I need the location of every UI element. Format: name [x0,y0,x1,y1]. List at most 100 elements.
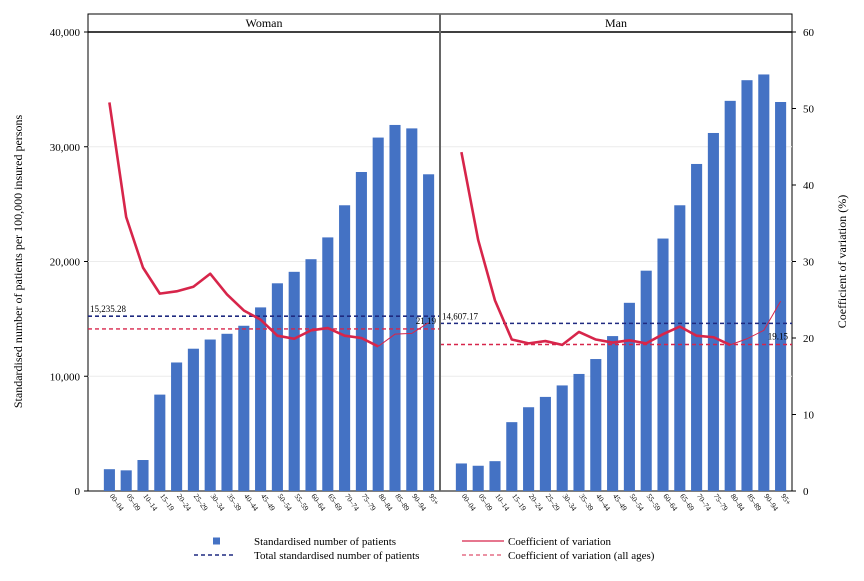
bar [288,271,300,491]
x-tick-label: 05–09 [477,492,495,513]
x-tick-label: 00–04 [460,492,478,513]
x-tick-label: 40–44 [242,492,260,513]
panel-title: Woman [245,16,282,30]
cv-all-ages-label: 21.19 [416,316,437,326]
bar [657,238,669,491]
legend-label: Standardised number of patients [254,536,396,548]
y-left-tick-label: 40,000 [50,27,81,39]
panel-title: Man [605,16,627,30]
x-tick-label: 05–09 [125,492,143,513]
bar [674,205,686,491]
y-right-title: Coefficient of variation (%) [835,195,849,328]
bar [339,205,351,491]
x-tick-label: 65–69 [678,492,696,513]
x-tick-label: 55–59 [645,492,663,513]
bar [691,163,703,491]
bar [523,407,535,491]
legend-label: Total standardised number of patients [254,550,419,562]
bar [171,362,183,491]
x-tick-label: 55–59 [293,492,311,513]
x-tick-label: 35–39 [577,492,595,513]
x-tick-label: 95+ [779,492,793,507]
x-tick-label: 30–34 [209,492,227,513]
x-tick-label: 45–49 [259,492,277,513]
bar [204,339,216,491]
bar [623,302,635,491]
bar [322,237,334,491]
bar [372,137,384,491]
bar [355,171,367,491]
bar [120,470,132,491]
x-tick-label: 80–84 [729,492,747,513]
x-tick-label: 15–19 [510,492,528,513]
legend-label: Coefficient of variation [508,536,612,548]
legend-label: Coefficient of variation (all ages) [508,550,655,562]
bar [724,100,736,491]
bar [640,270,652,491]
x-tick-label: 10–14 [141,492,159,513]
y-right-tick-label: 40 [803,180,815,192]
cv-line-tail [377,322,429,347]
cv-all-ages-label: 19.15 [768,332,789,342]
cv-line [460,151,731,347]
bar [607,336,619,491]
y-left-tick-label: 30,000 [50,142,81,154]
x-tick-label: 80–84 [377,492,395,513]
total-reference-label: 14,607.17 [442,311,479,321]
x-tick-label: 25–29 [544,492,562,513]
y-right-tick-label: 10 [803,410,815,422]
y-right-tick-label: 60 [803,27,815,39]
cv-line-tail [730,301,782,346]
bar [255,307,267,491]
bar [472,465,484,491]
x-tick-label: 25–29 [192,492,210,513]
bar [758,74,770,492]
bar [506,422,518,491]
x-tick-label: 95+ [427,492,441,507]
bar [573,373,585,491]
x-tick-label: 50–54 [276,492,294,513]
y-right-tick-label: 20 [803,333,815,345]
x-tick-label: 00–04 [108,492,126,513]
y-left-title: Standardised number of patients per 100,… [11,115,25,409]
x-tick-label: 65–69 [326,492,344,513]
bar [305,259,317,491]
bar [137,460,149,491]
x-tick-label: 90–94 [410,492,428,513]
bar [389,124,401,491]
legend-swatch [213,537,220,545]
bar [489,461,501,491]
bar [103,469,115,491]
x-tick-label: 60–64 [661,492,679,513]
x-tick-label: 70–74 [695,492,713,513]
bar [707,132,719,492]
bar [539,396,551,491]
bar [187,348,199,491]
bar [406,128,418,491]
bar [238,325,250,491]
x-tick-label: 30–34 [561,492,579,513]
x-tick-label: 20–24 [527,492,545,513]
bar [455,463,467,491]
bar [775,101,787,491]
bar [271,283,283,491]
y-left-tick-label: 0 [75,486,81,498]
x-tick-label: 75–79 [360,492,378,513]
bar [423,174,435,492]
x-tick-label: 15–19 [158,492,176,513]
x-tick-label: 75–79 [712,492,730,513]
bar [221,333,233,491]
cv-line [108,102,379,348]
x-tick-label: 10–14 [493,492,511,513]
x-tick-label: 20–24 [175,492,193,513]
x-tick-label: 85–89 [393,492,411,513]
x-tick-label: 60–64 [309,492,327,513]
bar [556,385,568,491]
bar [154,394,166,491]
bar [741,80,753,491]
total-reference-label: 15,235.28 [90,304,127,314]
x-tick-label: 85–89 [745,492,763,513]
bar [590,359,602,491]
